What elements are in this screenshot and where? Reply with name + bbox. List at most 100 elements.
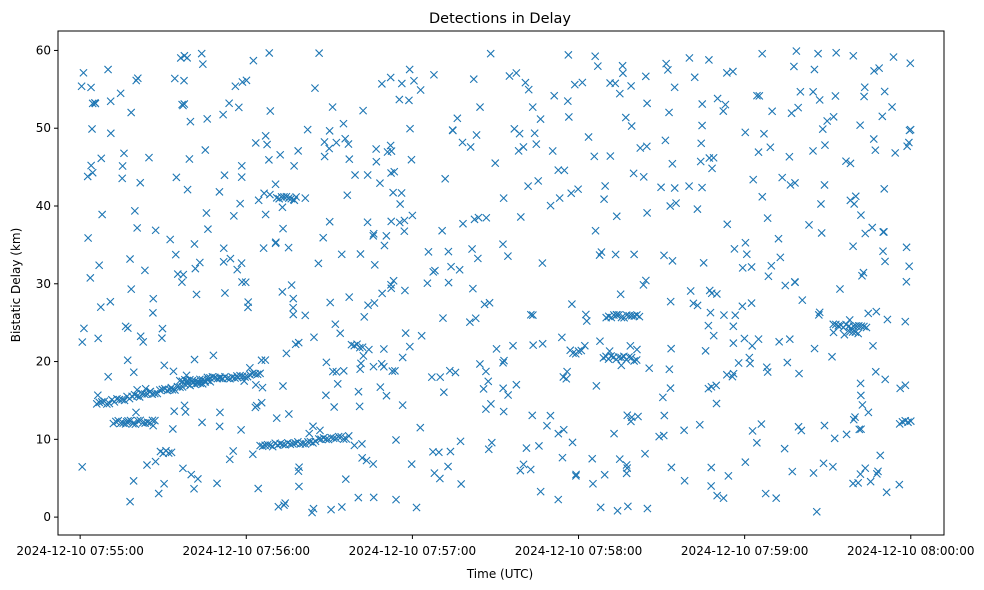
- data-point: [219, 244, 228, 253]
- data-point: [632, 356, 641, 364]
- data-point: [429, 70, 438, 79]
- data-point: [879, 247, 887, 256]
- data-point: [301, 194, 310, 203]
- data-point: [332, 367, 341, 376]
- data-point: [439, 388, 448, 397]
- data-point: [124, 416, 133, 425]
- data-point: [265, 48, 274, 57]
- data-point: [261, 210, 270, 219]
- data-point: [127, 108, 136, 117]
- data-point: [219, 110, 228, 119]
- data-point: [289, 310, 298, 319]
- data-point: [229, 211, 238, 220]
- data-point: [755, 91, 764, 100]
- data-point: [881, 375, 890, 384]
- data-point: [106, 129, 115, 138]
- data-point: [761, 489, 770, 498]
- data-point: [88, 99, 97, 108]
- data-point: [559, 372, 568, 381]
- data-point: [905, 262, 914, 271]
- x-tick-label: 2024-12-10 07:59:00: [681, 544, 808, 558]
- data-point: [405, 65, 414, 74]
- data-point: [738, 302, 747, 311]
- data-point: [408, 211, 417, 220]
- data-point: [882, 488, 891, 497]
- data-point: [350, 441, 359, 450]
- data-point: [780, 444, 789, 453]
- data-point: [438, 314, 447, 323]
- data-point: [236, 199, 245, 208]
- data-point: [554, 166, 563, 175]
- data-point: [331, 320, 340, 329]
- data-point: [278, 287, 287, 296]
- data-point: [560, 166, 569, 175]
- scatter-points: [77, 47, 915, 517]
- data-point: [198, 375, 207, 384]
- data-point: [775, 337, 784, 346]
- data-point: [705, 286, 714, 295]
- data-point: [605, 347, 614, 356]
- data-point: [657, 183, 666, 192]
- data-point: [635, 312, 644, 321]
- data-point: [369, 362, 378, 371]
- data-point: [568, 349, 577, 358]
- data-point: [623, 464, 632, 473]
- data-point: [444, 462, 453, 471]
- data-point: [629, 169, 638, 178]
- data-point: [841, 157, 850, 166]
- data-point: [781, 281, 790, 290]
- data-point: [334, 432, 343, 441]
- data-point: [272, 193, 281, 202]
- data-point: [392, 495, 401, 504]
- data-point: [862, 323, 871, 332]
- data-point: [498, 240, 507, 249]
- data-point: [719, 494, 728, 503]
- data-point: [451, 368, 460, 377]
- data-point: [158, 324, 167, 333]
- data-point: [448, 126, 457, 135]
- data-point: [226, 254, 235, 263]
- data-point: [787, 109, 796, 118]
- data-point: [680, 476, 689, 485]
- data-point: [209, 351, 218, 360]
- data-point: [492, 344, 501, 353]
- data-point: [387, 284, 396, 293]
- data-point: [763, 368, 772, 376]
- data-point: [747, 262, 756, 271]
- data-point: [339, 119, 348, 128]
- data-point: [441, 174, 450, 183]
- data-point: [118, 395, 126, 404]
- data-point: [809, 146, 817, 155]
- data-point: [128, 419, 137, 428]
- data-point: [320, 152, 329, 161]
- data-point: [752, 438, 761, 447]
- data-point: [190, 377, 199, 386]
- data-point: [613, 506, 622, 515]
- data-point: [584, 133, 593, 142]
- data-point: [902, 277, 911, 286]
- data-point: [92, 399, 101, 408]
- data-point: [360, 312, 369, 321]
- data-point: [522, 444, 531, 453]
- data-point: [86, 273, 95, 282]
- x-tick-label: 2024-12-10 08:00:00: [847, 544, 974, 558]
- data-point: [891, 148, 900, 157]
- data-point: [835, 285, 844, 294]
- data-point: [168, 385, 177, 394]
- data-point: [279, 224, 288, 233]
- y-tick-label: 0: [43, 510, 51, 524]
- data-point: [521, 78, 530, 87]
- data-point: [116, 89, 125, 98]
- data-point: [741, 458, 750, 467]
- data-point: [591, 52, 600, 61]
- data-point: [330, 403, 339, 412]
- data-point: [149, 294, 158, 303]
- data-point: [558, 453, 567, 462]
- data-point: [567, 300, 576, 309]
- data-point: [215, 374, 224, 383]
- data-point: [857, 425, 866, 434]
- data-point: [170, 407, 179, 416]
- data-point: [655, 432, 664, 441]
- data-point: [526, 465, 535, 474]
- data-point: [786, 180, 795, 189]
